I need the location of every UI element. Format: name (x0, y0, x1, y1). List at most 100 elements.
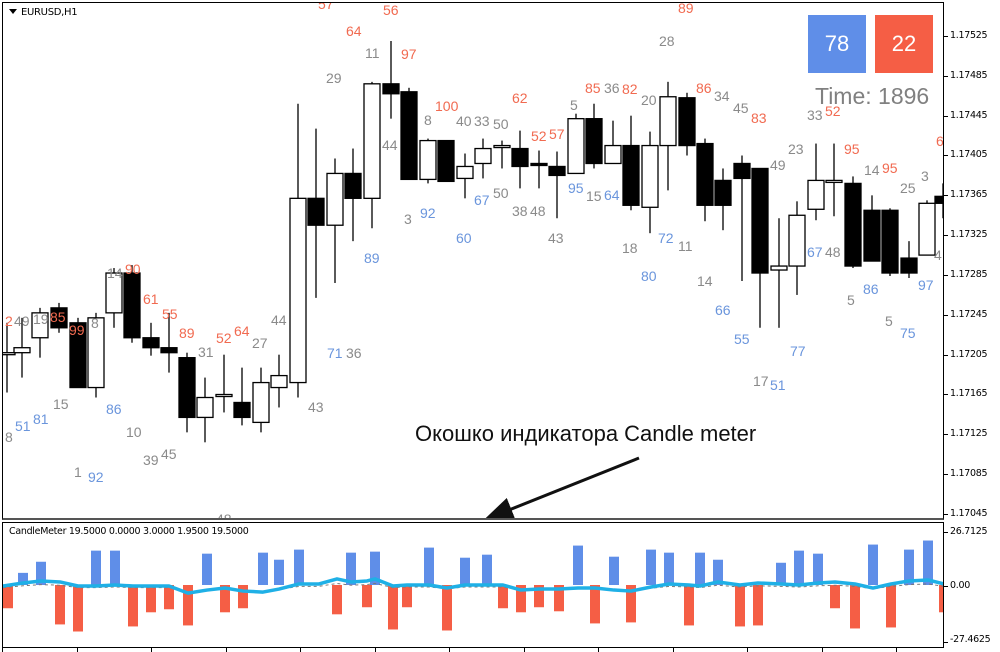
bullish-candle (363, 83, 381, 199)
candle-percent-label: 72 (658, 230, 674, 246)
bull-bar (294, 549, 304, 585)
bullish-candle (87, 317, 105, 389)
bullish-candle (825, 179, 843, 184)
candle-percent-label: 28 (659, 33, 675, 49)
bull-bar (695, 552, 705, 585)
bearish-candle (714, 179, 732, 206)
candle-percent-label: 15 (586, 188, 602, 204)
candle-percent-label: 27 (252, 335, 268, 351)
bullish-candle (270, 374, 288, 389)
bearish-candle (160, 347, 178, 354)
bearish-candle (178, 357, 196, 419)
bullish-candle (419, 139, 437, 181)
candle-percent-label: 3 (921, 168, 929, 184)
symbol-label[interactable]: EURUSD,H1 (9, 7, 78, 18)
candle-percent-label: 48 (216, 511, 232, 520)
bearish-candle (678, 97, 696, 147)
candle-percent-label: 11 (678, 238, 693, 254)
candle-percent-label: 20 (641, 92, 657, 108)
candle-percent-label: 43 (548, 230, 564, 246)
bull-bar (36, 561, 46, 585)
bearish-candle (881, 209, 899, 274)
price-axis[interactable]: 1.17525 1.17485 1.17445 1.17405 1.17365 1.173… (944, 0, 1000, 522)
bull-bar (664, 552, 674, 585)
indicator-axis-max: 26.7125 (950, 526, 988, 537)
candle-percent-label: 45 (733, 100, 749, 116)
price-axis-label: 1.17165 (950, 388, 988, 400)
bear-bar (164, 585, 174, 610)
candle-percent-label: 31 (198, 344, 214, 360)
candle-percent-label: 55 (162, 306, 178, 322)
bearish-candle (733, 162, 751, 180)
bearish-candle (844, 182, 862, 267)
bear-bar (183, 585, 193, 626)
bear-bar (830, 585, 840, 609)
bull-bar (609, 556, 619, 585)
price-axis-label: 1.17525 (950, 30, 988, 41)
symbol-text: EURUSD,H1 (21, 7, 78, 18)
bull-bar (460, 557, 470, 585)
candle-percent-label: 67 (807, 244, 823, 260)
candle-percent-label: 8 (91, 315, 99, 331)
bearish-candle (233, 401, 251, 419)
bear-bar (626, 585, 636, 623)
candle-percent-label: 8 (424, 112, 432, 128)
candle-percent-label: 14 (864, 162, 880, 178)
candle-percent-label: 95 (568, 180, 584, 196)
signal-line (3, 577, 943, 595)
bear-bar (534, 585, 544, 608)
candle-percent-label: 64 (346, 23, 362, 39)
bullish-candle (252, 381, 270, 424)
candle-percent-label: 14 (107, 265, 123, 281)
candle-percent-label: 48 (825, 244, 841, 260)
bearish-candle (123, 272, 141, 339)
bull-bar (904, 549, 914, 585)
candle-percent-label: 38 (512, 203, 528, 219)
candle-percent-label: 33 (807, 107, 823, 123)
candle-percent-label: 89 (179, 325, 195, 341)
candle-percent-label: 64 (234, 323, 250, 339)
bullish-candle (567, 118, 585, 175)
candle-percent-label: 66 (715, 302, 731, 318)
bearish-candle (437, 139, 455, 183)
bear-bar (939, 585, 943, 613)
bear-bar (516, 585, 526, 613)
bullish-candle (788, 214, 806, 267)
candle-percent-label: 100 (435, 98, 459, 114)
candlestick-plot (3, 40, 943, 443)
bearish-candle (900, 257, 918, 274)
indicator-axis-min: -27.4625 (950, 634, 991, 645)
candlemeter-indicator-pane[interactable]: CandleMeter 19.5000 0.0000 3.0000 1.9500… (2, 522, 944, 648)
bullish-candle (807, 179, 825, 210)
candle-percent-label: 39 (143, 452, 159, 468)
bear-bar (590, 585, 600, 624)
candle-percent-label: 89 (678, 2, 694, 16)
bearish-candle (344, 172, 362, 199)
dropdown-triangle-icon[interactable] (9, 9, 17, 14)
bearish-candle (751, 167, 769, 274)
candle-percent-label: 33 (474, 113, 490, 129)
candle-percent-label: 83 (751, 110, 767, 126)
bearish-candle (696, 142, 714, 206)
bull-bar (794, 550, 804, 585)
bear-bar (735, 585, 745, 627)
candle-percent-label: 11 (365, 45, 380, 61)
candle-percent-label: 64 (604, 187, 620, 203)
bull-bar (202, 553, 212, 585)
bear-bar (442, 585, 452, 631)
bull-bar (91, 550, 101, 585)
bear-bar (850, 585, 860, 629)
candle-percent-label: 8 (5, 429, 13, 445)
candle-percent-label: 55 (734, 331, 750, 347)
candle-percent-label: 40 (456, 113, 472, 129)
candle-percent-label: 86 (863, 281, 879, 297)
indicator-title: CandleMeter 19.5000 0.0000 3.0000 1.9500… (9, 526, 249, 537)
candle-percent-label: 92 (88, 469, 104, 485)
bullish-candle (659, 96, 677, 147)
candle-percent-label: 44 (271, 312, 287, 328)
bull-bar (573, 545, 583, 585)
price-chart-pane[interactable]: 2 49 19 85 99 8 14 90 61 55 89 31 52 64 27 44 8 51 81 15 86 1… (2, 2, 944, 520)
indicator-axis[interactable]: 26.7125 0.00 -27.4625 (944, 522, 1000, 652)
bullish-candle (770, 265, 788, 271)
candle-percent-label: 80 (641, 268, 657, 284)
